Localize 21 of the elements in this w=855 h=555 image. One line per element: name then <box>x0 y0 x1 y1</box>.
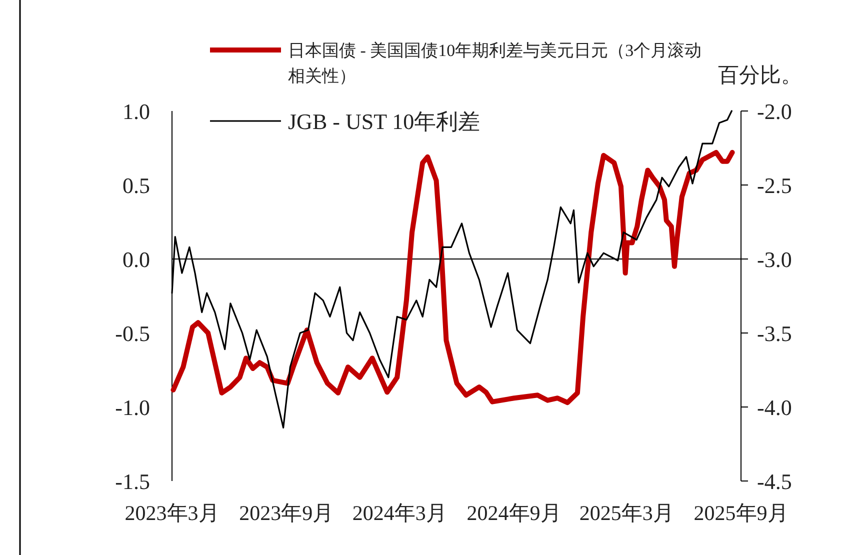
y-tick-label: -0.5 <box>115 321 150 346</box>
x-tick-label: 2023年3月 <box>124 501 220 525</box>
x-tick-label: 2024年9月 <box>466 501 562 525</box>
legend-label: 日本国债 - 美国国债10年期利差与美元日元（3个月滚动相关性） <box>288 41 702 86</box>
x-tick-label: 2024年3月 <box>352 501 447 525</box>
y2-tick-label: -4.0 <box>757 395 792 420</box>
y-tick-label: 0.5 <box>122 173 150 198</box>
y2-axis-title: 百分比。 <box>718 63 802 87</box>
x-tick-label: 2023年9月 <box>239 501 334 525</box>
legend-label: JGB - UST 10年利差 <box>288 109 480 134</box>
y2-tick-label: -3.0 <box>757 247 792 272</box>
y2-tick-label: -2.5 <box>757 173 792 198</box>
y-tick-label: -1.5 <box>115 469 150 494</box>
y-tick-label: 1.0 <box>122 99 150 124</box>
y2-tick-label: -3.5 <box>757 321 792 346</box>
x-tick-label: 2025年9月 <box>694 501 788 525</box>
x-tick-label: 2025年3月 <box>579 501 674 525</box>
y-tick-label: 0.0 <box>122 247 150 272</box>
y2-tick-label: -4.5 <box>757 469 792 494</box>
y2-tick-label: -2.0 <box>757 99 792 124</box>
y-tick-label: -1.0 <box>115 395 150 420</box>
